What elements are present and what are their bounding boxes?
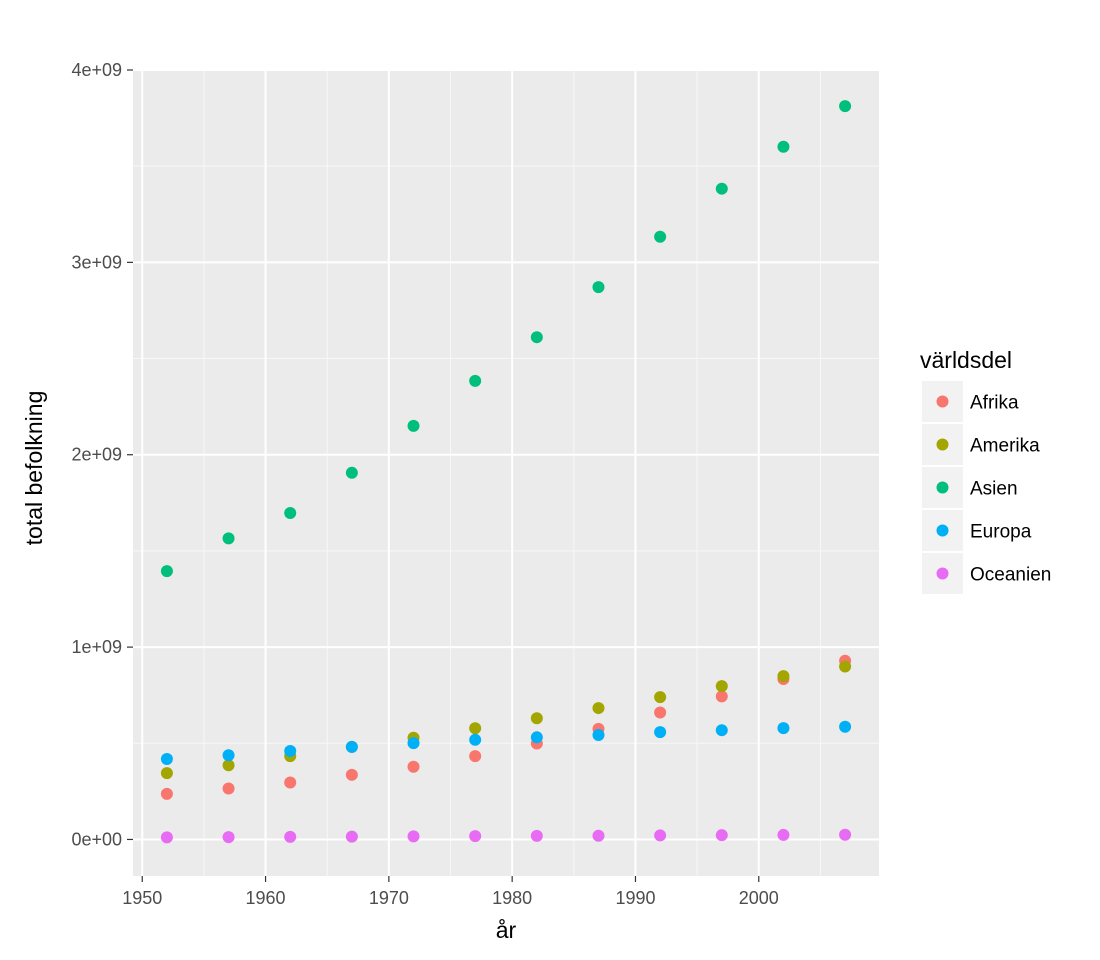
point-afrika [654,706,667,719]
point-afrika [469,750,482,763]
point-asien [592,281,605,294]
legend-label-amerika: Amerika [970,436,1040,457]
point-afrika [345,768,358,781]
point-afrika [160,787,173,800]
point-amerika [715,680,728,693]
point-afrika [407,760,420,773]
point-amerika [777,670,790,683]
point-asien [284,507,297,520]
point-europa [345,740,358,753]
point-asien [777,140,790,153]
point-asien [469,374,482,387]
point-asien [407,419,420,432]
legend-label-oceanien: Oceanien [970,565,1051,586]
point-europa [407,737,420,750]
x-axis-title: år [496,917,517,943]
point-europa [592,728,605,741]
point-europa [715,724,728,737]
y-tick-label: 0e+00 [71,829,122,849]
point-amerika [530,712,543,725]
legend: Afrika Amerika Asien Europa Oceanien [922,381,1051,594]
point-amerika [160,767,173,780]
legend-label-asien: Asien [970,479,1018,500]
axes: 1950 1960 1970 1980 1990 2000 0e+00 1e+09 2e+09 3… [71,60,778,908]
point-oceanien [407,830,420,843]
point-oceanien [654,829,667,842]
point-afrika [222,782,235,795]
point-oceanien [160,831,173,844]
point-europa [530,731,543,744]
point-europa [160,753,173,766]
point-oceanien [530,829,543,842]
y-tick-label: 2e+09 [71,445,122,465]
y-tick-label: 3e+09 [71,252,122,272]
point-europa [839,720,852,733]
point-europa [654,726,667,739]
legend-swatch-amerika [936,438,949,451]
point-europa [284,744,297,757]
point-asien [654,230,667,243]
point-oceanien [777,828,790,841]
point-europa [222,749,235,762]
legend-swatch-asien [936,481,949,494]
point-oceanien [222,831,235,844]
data-points [160,100,852,844]
legend-swatch-afrika [936,395,949,408]
point-amerika [469,722,482,735]
x-tick-label: 1960 [246,888,286,908]
x-tick-label: 2000 [739,888,779,908]
y-tick-label: 4e+09 [71,60,122,80]
point-afrika [284,776,297,789]
point-amerika [222,759,235,772]
point-afrika [715,690,728,703]
point-oceanien [469,830,482,843]
y-axis-title: total befolkning [21,391,47,546]
point-asien [839,100,852,113]
point-asien [222,532,235,545]
point-oceanien [345,830,358,843]
point-amerika [592,702,605,715]
point-europa [777,722,790,735]
legend-swatch-oceanien [936,567,949,580]
point-amerika [654,691,667,704]
legend-swatch-europa [936,524,949,537]
x-tick-label: 1950 [122,888,162,908]
point-asien [160,565,173,578]
minor-gridlines [133,70,879,876]
x-tick-label: 1990 [615,888,655,908]
x-tick-label: 1970 [369,888,409,908]
point-asien [715,182,728,195]
point-oceanien [592,829,605,842]
x-tick-label: 1980 [492,888,532,908]
point-europa [469,733,482,746]
legend-label-europa: Europa [970,522,1032,543]
plot-panel [133,70,879,876]
point-amerika [839,660,852,673]
point-oceanien [839,828,852,841]
point-asien [530,331,543,344]
point-oceanien [284,830,297,843]
legend-title: världsdel [920,347,1012,373]
point-asien [345,466,358,479]
legend-label-afrika: Afrika [970,393,1019,414]
major-gridlines [133,69,879,876]
y-tick-label: 1e+09 [71,637,122,657]
point-oceanien [715,829,728,842]
